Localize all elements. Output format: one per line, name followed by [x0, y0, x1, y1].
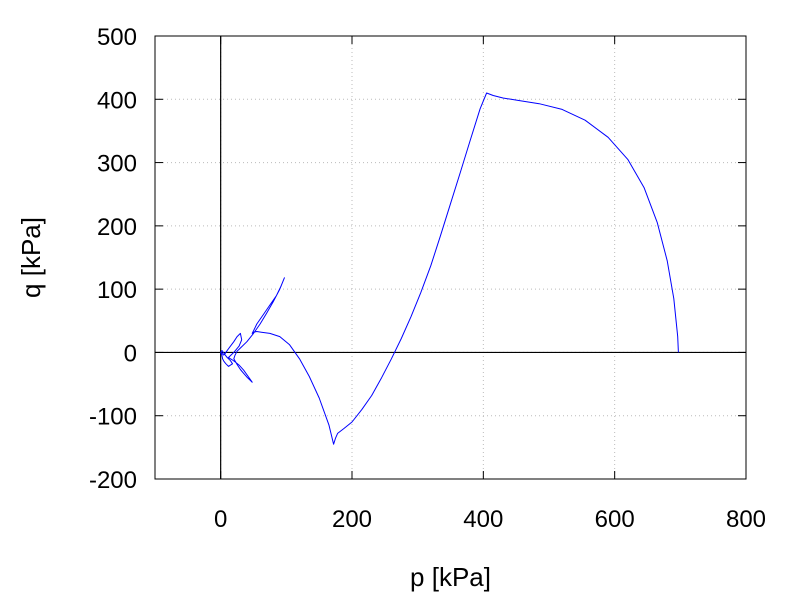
x-tick-label: 200: [332, 506, 372, 533]
series-group: [220, 92, 679, 445]
x-tick-label: 400: [463, 506, 503, 533]
plot-frame: [154, 35, 747, 480]
y-tick-label: 200: [97, 214, 137, 241]
y-tick-label: 300: [97, 151, 137, 178]
y-tick-label: 500: [97, 24, 137, 51]
y-axis-title: q [kPa]: [16, 217, 46, 298]
y-tick-label: 400: [97, 87, 137, 114]
grid: [155, 36, 746, 479]
x-tick-label: 600: [595, 506, 635, 533]
y-tick-label: 0: [124, 340, 137, 367]
series-line: [220, 92, 679, 445]
y-tick-label: -100: [89, 404, 137, 431]
y-tick-label: 100: [97, 277, 137, 304]
x-tick-label: 800: [726, 506, 766, 533]
zero-axes: [155, 36, 746, 479]
x-tick-label: 0: [214, 506, 227, 533]
ticks: 0 200 400 600 800 -200 -100 0 100 200 300 400 500: [89, 24, 766, 533]
y-tick-label: -200: [89, 467, 137, 494]
x-axis-title: p [kPa]: [410, 562, 491, 592]
